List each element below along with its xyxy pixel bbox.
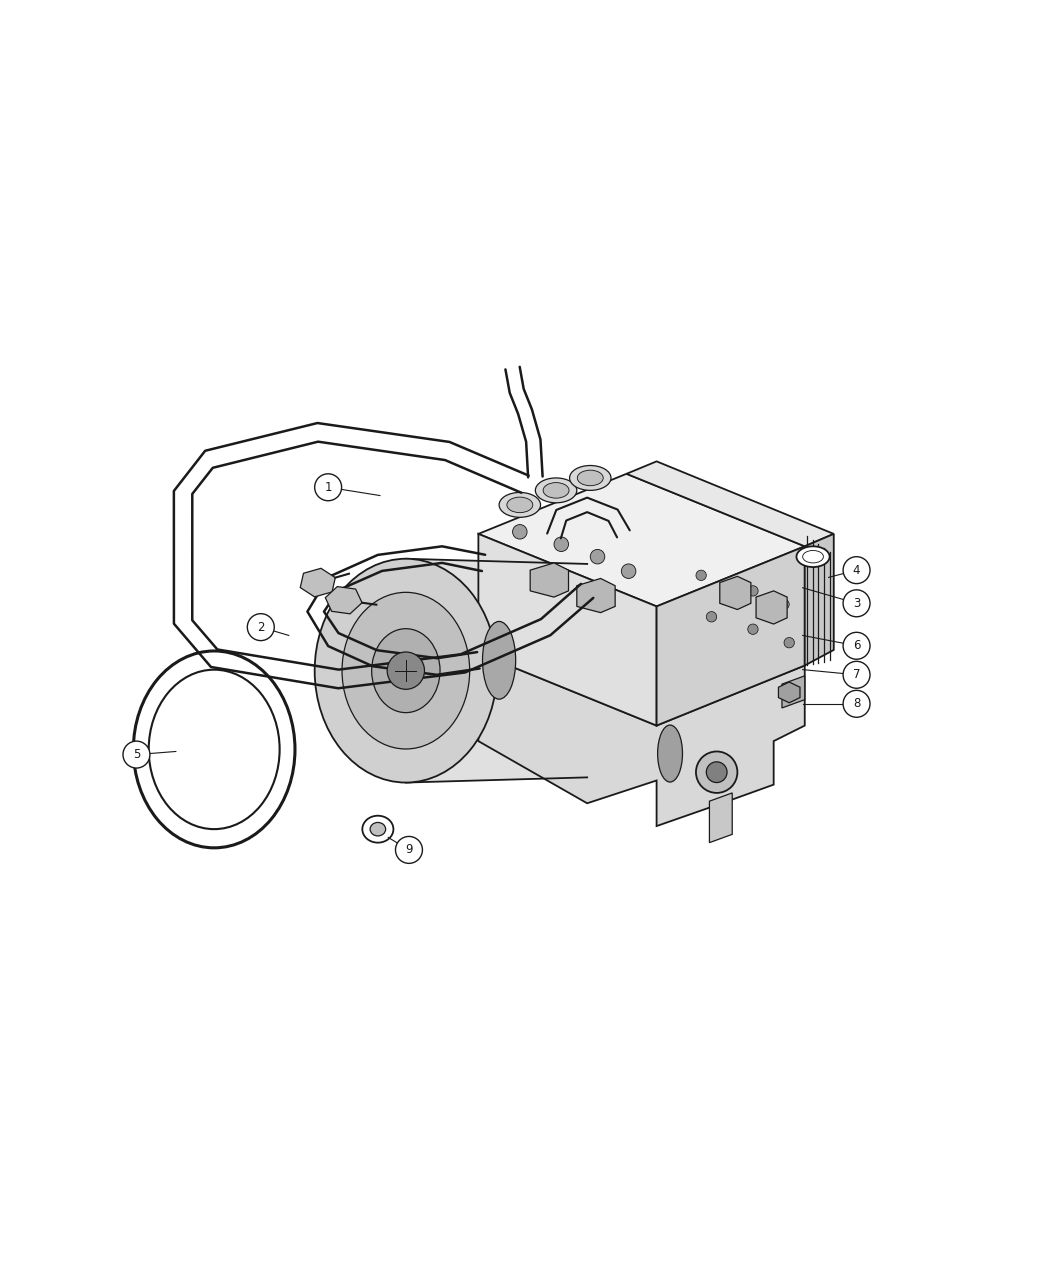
Text: 5: 5	[132, 748, 140, 761]
Polygon shape	[479, 534, 656, 725]
Text: 8: 8	[853, 697, 860, 710]
Circle shape	[696, 570, 707, 580]
Polygon shape	[300, 569, 335, 597]
Text: 3: 3	[853, 597, 860, 609]
Circle shape	[123, 741, 150, 768]
Ellipse shape	[483, 621, 516, 699]
Ellipse shape	[315, 558, 497, 783]
Polygon shape	[627, 462, 834, 546]
Ellipse shape	[536, 478, 576, 502]
Polygon shape	[326, 586, 362, 613]
Circle shape	[748, 585, 758, 595]
Polygon shape	[710, 793, 732, 843]
Ellipse shape	[569, 465, 611, 491]
Polygon shape	[479, 474, 804, 607]
Polygon shape	[778, 682, 800, 703]
Text: 2: 2	[257, 621, 265, 634]
Ellipse shape	[507, 497, 532, 513]
Circle shape	[843, 557, 870, 584]
Polygon shape	[782, 676, 804, 708]
Ellipse shape	[499, 492, 541, 518]
Ellipse shape	[342, 593, 469, 748]
Polygon shape	[576, 579, 615, 612]
Ellipse shape	[543, 483, 569, 499]
Ellipse shape	[133, 652, 295, 848]
Ellipse shape	[797, 546, 830, 567]
Circle shape	[248, 613, 274, 640]
Ellipse shape	[149, 669, 279, 829]
Circle shape	[315, 474, 341, 501]
Polygon shape	[406, 558, 587, 783]
Polygon shape	[479, 653, 804, 826]
Circle shape	[784, 638, 795, 648]
Ellipse shape	[496, 564, 678, 788]
Circle shape	[396, 836, 422, 863]
Circle shape	[707, 762, 727, 783]
Circle shape	[696, 751, 737, 793]
Circle shape	[843, 690, 870, 718]
Ellipse shape	[578, 470, 604, 486]
Polygon shape	[756, 590, 788, 623]
Ellipse shape	[657, 725, 682, 782]
Circle shape	[843, 662, 870, 688]
Text: 6: 6	[853, 639, 860, 653]
Circle shape	[748, 623, 758, 635]
Text: 4: 4	[853, 564, 860, 576]
Text: 1: 1	[324, 481, 332, 493]
Circle shape	[843, 590, 870, 617]
Polygon shape	[656, 546, 804, 725]
Polygon shape	[530, 562, 568, 597]
Circle shape	[512, 524, 527, 539]
Circle shape	[387, 652, 424, 690]
Ellipse shape	[802, 551, 823, 562]
Circle shape	[707, 612, 717, 622]
Ellipse shape	[372, 629, 440, 713]
Circle shape	[779, 599, 790, 609]
Circle shape	[590, 550, 605, 564]
Circle shape	[843, 632, 870, 659]
Polygon shape	[804, 534, 834, 666]
Text: 9: 9	[405, 843, 413, 857]
Circle shape	[622, 564, 636, 579]
Polygon shape	[720, 576, 751, 609]
Circle shape	[554, 537, 568, 552]
Text: 7: 7	[853, 668, 860, 681]
Ellipse shape	[362, 816, 394, 843]
Ellipse shape	[370, 822, 385, 836]
